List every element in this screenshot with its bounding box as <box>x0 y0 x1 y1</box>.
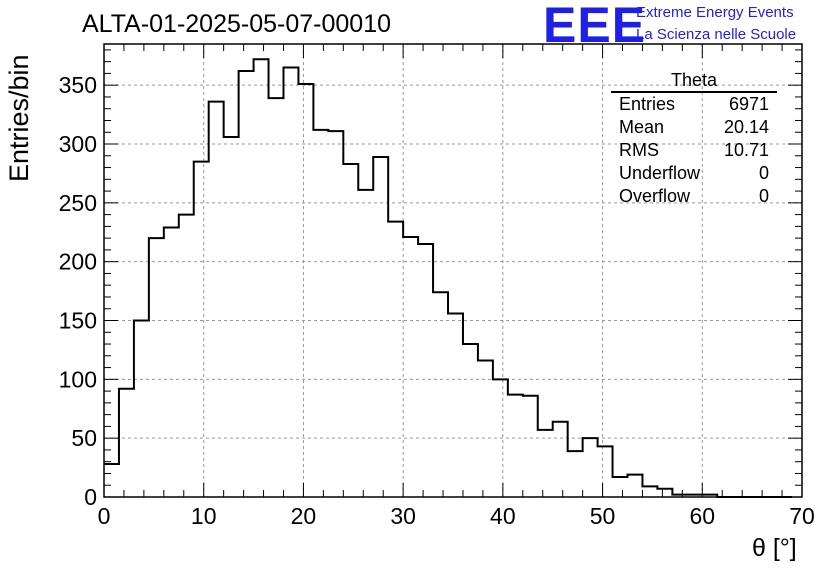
histogram-bin <box>209 102 224 497</box>
histogram-bin <box>463 344 478 497</box>
y-tick-label: 350 <box>59 72 97 98</box>
histogram-bin <box>448 313 463 497</box>
chart-title: ALTA-01-2025-05-07-00010 <box>82 10 391 38</box>
stats-row: Mean 20.14 <box>611 116 777 139</box>
histogram-bin <box>642 486 657 497</box>
histogram-bin <box>388 222 403 497</box>
stats-row: Underflow 0 <box>611 162 777 185</box>
eee-logo: EEE <box>543 0 647 53</box>
stats-label: Overflow <box>619 186 691 206</box>
histogram-bin <box>298 84 313 497</box>
stats-label: Underflow <box>619 163 701 183</box>
histogram-bin <box>568 451 583 497</box>
histogram-bin <box>598 446 613 497</box>
histogram-bin <box>194 162 209 497</box>
histogram-bin <box>149 238 164 497</box>
x-tick-label: 10 <box>191 503 217 529</box>
histogram-bin <box>254 59 269 497</box>
stats-label: RMS <box>619 140 659 160</box>
stats-label: Mean <box>619 117 665 137</box>
histogram-bin <box>134 321 149 497</box>
y-tick-label: 50 <box>71 425 97 451</box>
statistics-box: Theta Entries 6971 Mean 20.14 RMS 10.71 … <box>611 70 777 208</box>
histogram-bin <box>613 477 628 497</box>
histogram-bin <box>358 190 373 497</box>
x-tick-label: 20 <box>291 503 317 529</box>
histogram-bin <box>104 464 119 497</box>
histogram-bin <box>283 68 298 497</box>
histogram-bin <box>433 292 448 497</box>
histogram-bin <box>269 98 284 497</box>
logo-subtitle-1: Extreme Energy Events <box>636 4 794 21</box>
histogram-bin <box>328 131 343 497</box>
histogram-bin <box>373 157 388 497</box>
y-tick-label: 250 <box>59 190 97 216</box>
histogram-bin <box>538 430 553 497</box>
stats-value: 20.14 <box>723 117 769 137</box>
plot-frame <box>103 43 803 498</box>
stats-row: Overflow 0 <box>611 185 777 208</box>
stats-value: 6971 <box>728 94 769 114</box>
logo-subtitle-2: La Scienza nelle Scuole <box>636 26 797 43</box>
x-tick-label: 60 <box>689 503 715 529</box>
histogram-bin <box>508 395 523 497</box>
stats-label: Entries <box>619 94 676 114</box>
x-tick-label: 40 <box>490 503 516 529</box>
histogram-bin <box>523 396 538 497</box>
y-tick-label: 100 <box>59 366 97 392</box>
histogram-bin <box>657 489 672 497</box>
y-tick-label: 150 <box>59 308 97 334</box>
stats-title: Theta <box>611 70 777 93</box>
histogram-bin <box>239 71 254 497</box>
stats-value: 0 <box>758 163 769 183</box>
y-tick-label: 300 <box>59 131 97 157</box>
y-tick-label: 0 <box>84 484 97 510</box>
histogram-bin <box>179 215 194 497</box>
histogram-bin <box>403 237 418 497</box>
y-axis-label: Entries/bin <box>4 54 34 182</box>
stats-value: 10.71 <box>723 140 769 160</box>
stats-row: Entries 6971 <box>611 93 777 116</box>
x-tick-label: 70 <box>789 503 815 529</box>
histogram-bin <box>343 164 358 497</box>
histogram-bin <box>164 228 179 497</box>
x-axis-label: θ [°] <box>752 534 797 562</box>
histogram-bin <box>313 130 328 497</box>
histogram-outline <box>104 58 793 498</box>
histogram-bin <box>583 438 598 497</box>
histogram-bin <box>493 379 508 497</box>
x-tick-label: 50 <box>590 503 616 529</box>
x-tick-label: 30 <box>390 503 416 529</box>
stats-value: 0 <box>758 186 769 206</box>
stats-row: RMS 10.71 <box>611 139 777 162</box>
histogram-bin <box>628 475 643 497</box>
histogram-bin <box>478 361 493 497</box>
histogram-bin <box>553 422 568 497</box>
histogram-bin <box>418 244 433 497</box>
histogram-bin <box>224 137 239 497</box>
x-tick-label: 0 <box>98 503 111 529</box>
histogram-bin <box>119 389 134 497</box>
y-tick-label: 200 <box>59 249 97 275</box>
